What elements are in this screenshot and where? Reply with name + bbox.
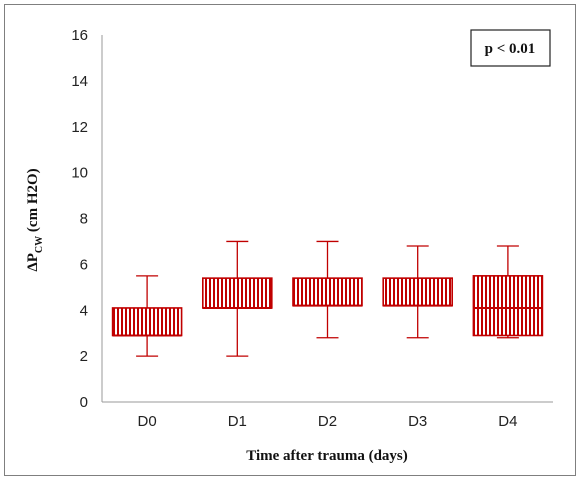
y-tick-labels: 0 2 4 6 8 10 12 14 16: [71, 27, 88, 411]
x-tick-labels: D0 D1 D2 D3 D4: [138, 413, 518, 430]
y-tick-label: 12: [71, 119, 88, 136]
y-tick-label: 8: [80, 211, 88, 228]
p-value-box: [470, 29, 551, 67]
y-axis-title-subscript: CW: [34, 236, 45, 253]
box-D3: [382, 245, 454, 339]
y-tick-label: 0: [80, 394, 88, 411]
y-tick-label: 2: [80, 348, 88, 365]
x-tick-label: D3: [408, 413, 427, 430]
p-value-annotation: p < 0.01: [485, 41, 536, 57]
y-tick-label: 14: [71, 73, 88, 90]
box-D4: [472, 245, 544, 339]
iqr-box: [202, 277, 273, 309]
y-tick-label: 10: [71, 165, 88, 182]
x-tick-label: D2: [318, 413, 337, 430]
box-D1: [202, 240, 273, 357]
iqr-box: [382, 277, 454, 307]
y-tick-label: 16: [71, 27, 88, 44]
x-axis-title: Time after trauma (days): [246, 448, 408, 464]
box-plot-chart: 0 2 4 6 8 10 12 14 16 D0 D1 D2 D3 D4 ΔPCW (cm H2O) T…: [25, 27, 553, 464]
y-axis-title-main: ΔP: [25, 253, 41, 272]
box-D2: [292, 240, 363, 339]
chart-frame: 0 2 4 6 8 10 12 14 16 D0 D1 D2 D3 D4 ΔPCW (cm H2O) T…: [4, 4, 576, 476]
iqr-box: [111, 307, 183, 337]
y-axis-title-rest: (cm H2O): [25, 168, 41, 235]
x-tick-label: D1: [228, 413, 247, 430]
iqr-box: [472, 275, 544, 337]
y-axis-title: ΔPCW (cm H2O): [25, 168, 45, 271]
iqr-box: [292, 277, 363, 307]
y-tick-label: 4: [80, 302, 88, 319]
x-tick-label: D4: [498, 413, 517, 430]
y-tick-label: 6: [80, 256, 88, 273]
box-series: [111, 240, 544, 357]
box-D0: [111, 275, 183, 357]
x-tick-label: D0: [138, 413, 157, 430]
